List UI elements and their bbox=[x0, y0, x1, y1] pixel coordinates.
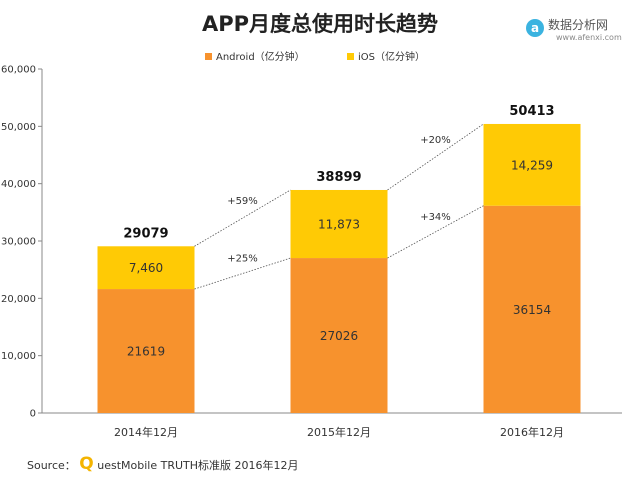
bar-segment-android bbox=[483, 205, 581, 413]
growth-line-top bbox=[387, 123, 484, 191]
svg-text:Source： Q uestMobi: Source： Q uestMobile TRUTH标准版 2016年12月 bbox=[27, 454, 299, 474]
y-tick-label: 0 bbox=[30, 409, 36, 420]
bar-segment-ios bbox=[290, 189, 388, 259]
site-logo: a 数据分析网 www.afenxi.com bbox=[526, 17, 622, 42]
bar-value-label: 14,259 bbox=[511, 158, 553, 172]
y-tick-label: 40,000 bbox=[1, 179, 36, 190]
logo-icon bbox=[526, 19, 544, 37]
y-tick-label: 60,000 bbox=[1, 65, 36, 76]
y-tick-label: 20,000 bbox=[1, 294, 36, 305]
bar-value-label: 36154 bbox=[513, 303, 551, 317]
growth-connectors: +59% +25% +20% +34% bbox=[194, 123, 484, 290]
bar-value-label: 11,873 bbox=[318, 218, 360, 232]
growth-line-bottom bbox=[194, 257, 291, 290]
y-tick-label: 30,000 bbox=[1, 237, 36, 248]
y-tick-label: 10,000 bbox=[1, 351, 36, 362]
bar-total-label: 29079 bbox=[123, 226, 168, 241]
bar-total-label: 50413 bbox=[509, 104, 554, 119]
source-brand-rest: uestMobile TRUTH标准版 2016年12月 bbox=[97, 458, 298, 472]
legend: Android（亿分钟） iOS（亿分钟） bbox=[205, 50, 425, 63]
logo-name: 数据分析网 bbox=[548, 17, 608, 32]
bar-value-label: 27026 bbox=[320, 329, 358, 343]
growth-label-bottom: +25% bbox=[227, 254, 258, 265]
x-axis: 2014年12月 2015年12月 2016年12月 bbox=[42, 412, 622, 439]
legend-swatch-0 bbox=[205, 53, 212, 60]
x-category-label: 2015年12月 bbox=[307, 425, 371, 439]
growth-label-top: +59% bbox=[227, 196, 258, 207]
x-category-label: 2016年12月 bbox=[500, 425, 564, 439]
bar-group: 21619 7,460 29079 27026 11,873 38899 36154 14,2… bbox=[97, 104, 581, 413]
source-brand-initial: Q bbox=[79, 454, 93, 474]
bar-total-label: 38899 bbox=[316, 170, 361, 185]
logo-url: www.afenxi.com bbox=[556, 33, 622, 42]
bar-segment-android bbox=[97, 289, 195, 413]
legend-label-0: Android（亿分钟） bbox=[216, 50, 305, 63]
chart-title: APP月度总使用时长趋势 bbox=[202, 12, 438, 36]
growth-label-bottom: +34% bbox=[420, 212, 451, 223]
bar-segment-android bbox=[290, 258, 388, 413]
legend-swatch-1 bbox=[347, 53, 354, 60]
logo-icon-letter: a bbox=[531, 21, 539, 35]
source-prefix: Source： bbox=[27, 459, 76, 472]
bar-value-label: 7,460 bbox=[129, 261, 163, 275]
y-axis: 0 10,000 20,000 30,000 40,000 50,000 60,000 bbox=[1, 65, 43, 420]
legend-label-1: iOS（亿分钟） bbox=[358, 50, 425, 63]
growth-label-top: +20% bbox=[420, 135, 451, 146]
growth-line-bottom bbox=[387, 205, 484, 259]
x-category-label: 2014年12月 bbox=[114, 425, 178, 439]
growth-line-top bbox=[194, 189, 291, 247]
bar-value-label: 21619 bbox=[127, 345, 165, 359]
y-tick-label: 50,000 bbox=[1, 122, 36, 133]
bar-segment-ios bbox=[483, 123, 581, 206]
bar-segment-ios bbox=[97, 246, 195, 290]
source-line: Source： Q uestMobile TRUTH标准版 2016年12月 bbox=[27, 454, 299, 474]
